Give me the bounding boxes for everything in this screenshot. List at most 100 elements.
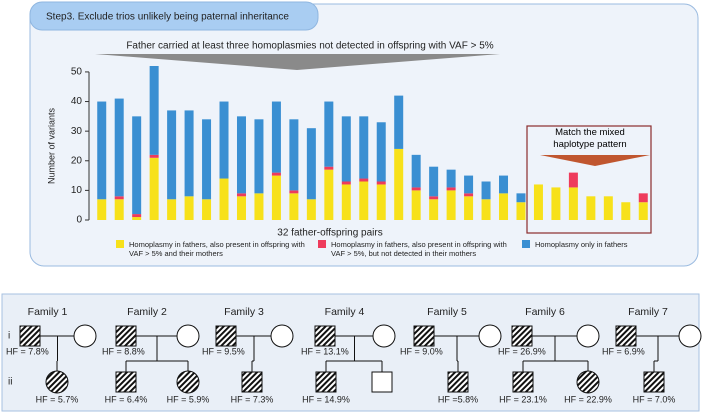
legend-label: Homoplasmy in fathers, also present in o… [129, 240, 305, 258]
bar-segment [271, 175, 281, 220]
bar-segment [184, 110, 194, 197]
annotation: Father carried at least three homoplasmi… [126, 41, 493, 52]
male-symbol [19, 325, 41, 347]
bar-segment [236, 196, 246, 220]
bar-segment [97, 199, 107, 220]
bar-segment [429, 166, 439, 197]
bar-segment [359, 116, 369, 179]
female-symbol [176, 370, 200, 394]
bar-segment [464, 193, 474, 197]
bar-segment [359, 178, 369, 182]
bar-segment [568, 187, 578, 220]
bar-segment [411, 187, 421, 191]
bar-segment [394, 148, 404, 220]
female-symbol [478, 324, 502, 348]
male-symbol [643, 371, 665, 393]
x-axis-label: 32 father-offspring pairs [277, 228, 382, 239]
bar-segment [202, 119, 212, 200]
father-hf: HF = 9.0% [400, 346, 443, 356]
bar-segment [219, 178, 229, 220]
family-name: Family 7 [628, 306, 668, 318]
female-symbol [678, 324, 702, 348]
family-name: Family 1 [28, 306, 68, 318]
bar-segment [271, 101, 281, 173]
female-symbol [270, 324, 294, 348]
bar-segment [603, 196, 613, 220]
y-tick-label: 30 [71, 126, 83, 137]
bar-segment [464, 196, 474, 220]
bar-segment [376, 122, 386, 182]
father-hf: HF = 13.1% [301, 346, 349, 356]
bar-segment [464, 175, 474, 194]
bar-segment [533, 184, 543, 220]
family-name: Family 4 [325, 306, 365, 318]
bar-segment [114, 199, 124, 220]
bar-segment [114, 196, 124, 200]
bar-segment [376, 184, 386, 220]
legend-swatch [522, 240, 530, 248]
father-hf: HF = 9.5% [202, 346, 245, 356]
y-tick-label: 40 [71, 96, 83, 107]
bar-segment [621, 202, 631, 220]
father-hf: HF = 6.9% [602, 346, 645, 356]
legend-swatch [116, 240, 124, 248]
bar-segment [359, 181, 369, 220]
bar-segment [551, 187, 561, 220]
header-pill [29, 1, 319, 31]
male-symbol [215, 325, 237, 347]
child-hf: HF = 22.9% [564, 394, 612, 404]
bar-segment [149, 157, 159, 220]
male-symbol [413, 325, 435, 347]
female-symbol [372, 324, 396, 348]
bar-segment [271, 172, 281, 176]
annotation-arrow [95, 54, 500, 70]
male-symbol [241, 371, 263, 393]
legend-label: Homoplasmy only in fathers [535, 240, 628, 249]
highlight-arrow [540, 155, 650, 166]
y-tick-label: 10 [71, 185, 83, 196]
male-symbol [447, 371, 469, 393]
bar-segment [132, 116, 142, 215]
male-symbol [512, 371, 534, 393]
male-symbol [371, 371, 393, 393]
bar-segment [132, 214, 142, 218]
bar-segment [376, 181, 386, 185]
bar-segment [341, 116, 351, 182]
bar-segment [586, 196, 596, 220]
bar-segment [289, 193, 299, 220]
male-symbol [314, 325, 336, 347]
bar-segment [236, 116, 246, 194]
bar-segment [289, 119, 299, 191]
male-symbol [315, 371, 337, 393]
bar-segment [254, 119, 264, 194]
bar-segment [446, 169, 456, 188]
bar-segment [324, 101, 334, 167]
bar-segment [184, 196, 194, 220]
bar-segment [324, 166, 334, 170]
bar-segment [516, 202, 526, 220]
bar-segment [411, 154, 421, 188]
bar-segment [481, 181, 491, 200]
child-hf: HF = 5.9% [167, 394, 210, 404]
bar-segment [149, 154, 159, 158]
bar-segment [568, 172, 578, 188]
female-symbol [576, 324, 600, 348]
family-name: Family 6 [525, 306, 565, 318]
generation-label: ii [8, 377, 12, 388]
female-symbol [576, 370, 600, 394]
bar-segment [446, 190, 456, 220]
child-hf: HF = 7.0% [633, 394, 676, 404]
bar-segment [324, 169, 334, 220]
bar-segment [306, 128, 316, 200]
child-hf: HF = 23.1% [499, 394, 547, 404]
y-tick-label: 20 [71, 155, 83, 166]
bar-segment [499, 193, 509, 220]
male-symbol [115, 371, 137, 393]
female-symbol [73, 324, 97, 348]
female-symbol [45, 370, 69, 394]
bar-segment [132, 217, 142, 220]
bar-segment [341, 184, 351, 220]
bar-segment [411, 190, 421, 220]
bar-segment [499, 175, 509, 194]
